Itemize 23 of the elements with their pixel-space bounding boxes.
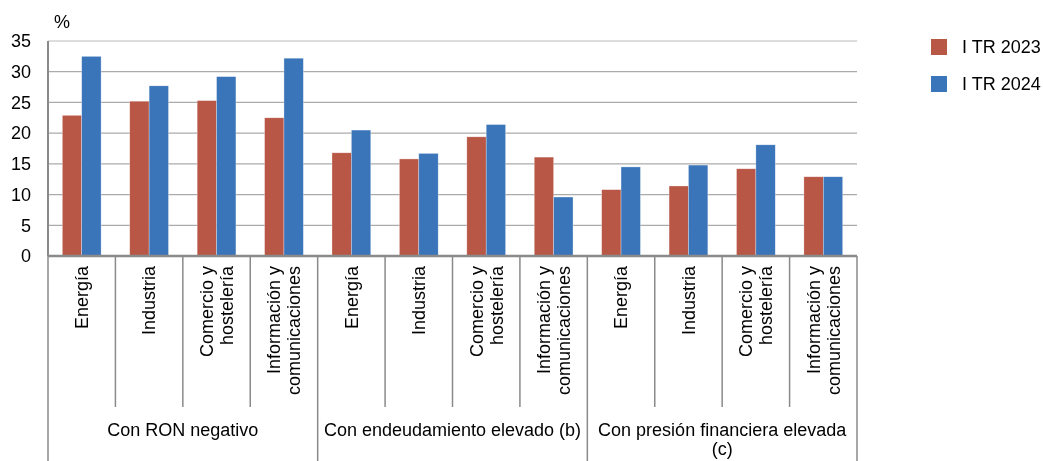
y-tick-label: 30: [10, 62, 31, 83]
y-tick-label: 0: [20, 246, 31, 267]
y-tick-label: 15: [10, 154, 31, 175]
x-tick-label: Energía: [72, 265, 93, 330]
x-tick-label: Industria: [409, 265, 430, 336]
x-tick-label: Industria: [139, 265, 160, 336]
y-tick-label: 10: [10, 184, 31, 205]
y-tick-label: 20: [10, 123, 31, 144]
text: Con RON negativo: [107, 420, 259, 440]
y-tick-label: 25: [10, 92, 31, 113]
y-tick-label: 35: [10, 31, 31, 52]
x-tick-label: Industria: [678, 265, 699, 336]
x-tick-label: Comercio y hostelería: [196, 265, 237, 358]
y-tick-label: 5: [20, 215, 31, 236]
legend-label: I TR 2024: [962, 74, 1041, 95]
x-tick-label: Comercio y hostelería: [466, 265, 507, 358]
x-tick-label: Comercio y hostelería: [736, 265, 777, 358]
x-tick-label: Energía: [341, 265, 362, 330]
text: Con endeudamiento elevado (b): [323, 420, 582, 440]
legend-label: I TR 2023: [962, 37, 1041, 58]
x-tick-label: Energía: [611, 265, 632, 330]
text: Con presión financiera elevada (c): [598, 420, 848, 459]
y-axis-title: %: [54, 12, 71, 32]
